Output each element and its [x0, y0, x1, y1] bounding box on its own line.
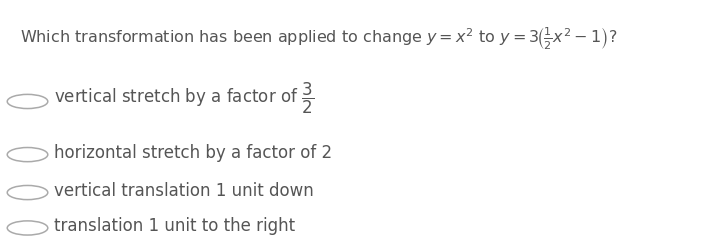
Text: Which transformation has been applied to change $\mathit{y=x^2}$ to $\mathit{y=3: Which transformation has been applied to…	[20, 25, 618, 51]
Text: vertical stretch by a factor of $\dfrac{3}{2}$: vertical stretch by a factor of $\dfrac{…	[54, 81, 314, 116]
Text: vertical translation 1 unit down: vertical translation 1 unit down	[54, 181, 314, 199]
Text: translation 1 unit to the right: translation 1 unit to the right	[54, 216, 295, 235]
Text: horizontal stretch by a factor of 2: horizontal stretch by a factor of 2	[54, 143, 332, 162]
